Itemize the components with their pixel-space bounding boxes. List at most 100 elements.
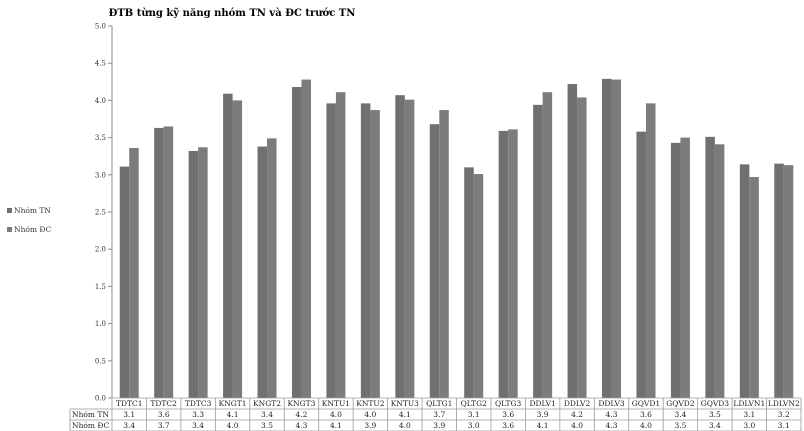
data-label: 4.2 [296,410,308,419]
x-tick-label: QLTG2 [461,399,488,408]
y-tick-label: 4.5 [95,60,106,68]
data-label: 4.0 [399,421,411,430]
bar [429,124,440,398]
bar [257,146,268,398]
x-tick-label: DDLV1 [529,399,555,408]
bar [602,78,612,398]
bar [533,104,543,398]
data-label: 3.6 [502,421,514,430]
bar [395,95,405,398]
y-tick-label: 3.5 [95,134,106,142]
y-tick-label: 2.0 [95,246,106,254]
data-label: 4.0 [571,421,583,430]
data-label: 3.4 [261,410,273,419]
data-label: 3.3 [192,410,204,419]
chart-title: ĐTB từng kỹ năng nhóm TN và ĐC trước TN [109,8,356,19]
data-label: 3.2 [778,410,790,419]
bar [232,100,243,399]
y-tick-label: 0.5 [95,357,106,365]
bar [163,126,174,398]
data-label: 4.0 [227,421,239,430]
x-tick-label: LDLVN2 [768,399,800,408]
bar [326,103,336,398]
x-tick-label: TDTC2 [150,399,177,408]
legend-swatch [7,227,12,232]
bar [508,129,518,398]
bar [154,127,164,398]
bar [129,148,139,398]
bar [739,164,750,398]
data-label: 4.3 [296,421,308,430]
bar [577,97,587,398]
bar [473,174,484,398]
legend-entry: Nhóm TN [14,206,51,215]
bar [188,150,199,398]
data-label: 4.0 [640,421,652,430]
legend-swatch [7,208,12,213]
bar [291,87,302,399]
data-label: 4.1 [330,421,342,430]
y-tick-label: 0.0 [95,395,106,403]
x-tick-label: KNTU2 [356,399,384,408]
data-label: 4.2 [571,410,583,419]
bar [370,110,380,399]
data-label: 3.7 [158,421,170,430]
data-label: 4.1 [537,421,549,430]
bar [636,131,646,398]
bar [267,138,277,398]
y-tick-label: 3.0 [95,171,106,179]
legend-entry: Nhóm ĐC [14,225,51,234]
legend: Nhóm TN Nhóm ĐC [7,206,51,234]
bar [645,103,656,398]
y-tick-label: 4.0 [95,97,106,105]
bar [119,166,130,398]
x-tick-label: DDLV2 [564,399,591,408]
table-row-label: Nhóm ĐC [72,421,109,430]
data-label: 3.9 [433,421,445,430]
bar [360,103,371,398]
data-label: 3.7 [433,410,445,419]
y-tick-label: 1.5 [95,283,106,291]
x-tick-label: KNTU3 [391,399,419,408]
bar [611,79,622,399]
bar [783,165,794,398]
x-tick-label: KNGT1 [219,399,247,408]
data-label: 3.5 [261,421,273,430]
data-label: 3.6 [640,410,652,419]
data-label: 3.1 [123,410,135,419]
table-row-label: Nhóm TN [72,410,109,419]
y-axis: 0.0 0.5 1.0 1.5 2.0 2.5 3.0 3.5 4.0 4.5 5.0 [95,23,113,403]
x-tick-label: KNGT3 [288,399,316,408]
data-label: 3.1 [743,410,755,419]
data-label: 3.6 [158,410,170,419]
x-tick-label: LDLVN1 [733,399,765,408]
data-label: 4.1 [227,410,239,419]
x-tick-label: QLTG3 [495,399,522,408]
bar [670,142,681,398]
bar [749,177,759,398]
bar [223,93,233,398]
data-label: 3.5 [674,421,686,430]
bars [119,78,794,399]
x-tick-label: TDTC3 [185,399,212,408]
y-tick-label: 5.0 [95,23,106,31]
bar [714,144,725,398]
data-label: 3.1 [778,421,790,430]
bar [705,136,715,398]
data-label: 3.4 [192,421,204,430]
bar [404,99,415,398]
data-label: 4.3 [606,421,618,430]
data-label: 3.4 [123,421,135,430]
x-tick-label: GQVD1 [632,399,660,408]
data-label: 3.6 [502,410,514,419]
bar [335,92,346,398]
x-tick-label: QLTG1 [426,399,452,408]
data-label: 4.1 [399,410,411,419]
bar [498,130,509,399]
bar [680,137,690,398]
bar [198,147,208,398]
data-label: 3.1 [468,410,480,419]
data-label: 3.0 [743,421,755,430]
x-tick-label: TDTC1 [116,399,143,408]
